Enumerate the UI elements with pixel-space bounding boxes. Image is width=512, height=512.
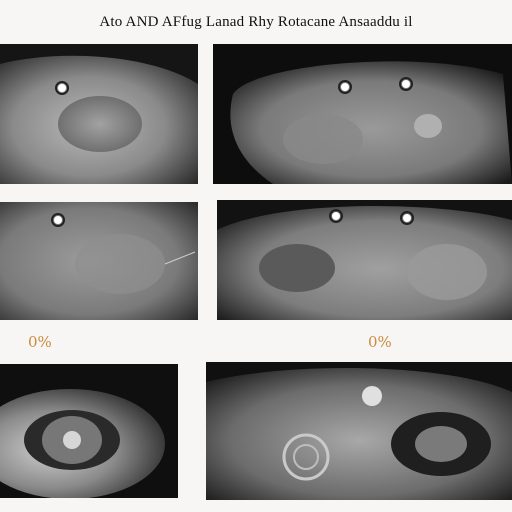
eye-closeup-image	[0, 364, 178, 498]
ear-closeup-image	[213, 44, 512, 184]
ear-closeup-image	[0, 44, 198, 184]
image-panel-top-left	[0, 44, 198, 184]
image-panel-middle-right	[217, 200, 512, 320]
image-panel-bottom-right	[206, 362, 512, 500]
percent-label-right: 0%	[368, 333, 392, 351]
ear-closeup-image	[217, 200, 512, 320]
image-panel-top-right	[213, 44, 512, 184]
page-title: Ato AND AFfug Lanad Rhy Rotacane Ansaadd…	[99, 14, 413, 30]
image-panel-middle-left	[0, 202, 198, 320]
eye-closeup-image	[206, 362, 512, 500]
image-panel-bottom-left	[0, 364, 178, 498]
ear-closeup-image	[0, 202, 198, 320]
percent-label-left: 0%	[28, 333, 52, 351]
